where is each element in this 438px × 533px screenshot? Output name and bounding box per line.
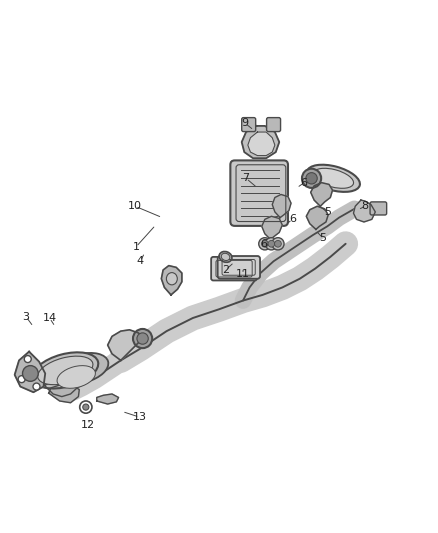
Circle shape bbox=[265, 238, 278, 250]
Circle shape bbox=[302, 169, 321, 188]
Polygon shape bbox=[97, 394, 119, 404]
Polygon shape bbox=[311, 183, 332, 206]
Circle shape bbox=[306, 173, 317, 184]
Polygon shape bbox=[306, 206, 328, 229]
Text: 2: 2 bbox=[222, 265, 229, 275]
Text: 4: 4 bbox=[137, 256, 144, 266]
Circle shape bbox=[272, 238, 284, 250]
Polygon shape bbox=[242, 126, 279, 158]
FancyBboxPatch shape bbox=[218, 256, 260, 279]
Text: 5: 5 bbox=[324, 207, 331, 217]
Circle shape bbox=[33, 383, 40, 390]
Polygon shape bbox=[161, 265, 182, 295]
Ellipse shape bbox=[221, 253, 230, 261]
Ellipse shape bbox=[38, 356, 93, 385]
Ellipse shape bbox=[32, 352, 98, 389]
FancyBboxPatch shape bbox=[242, 118, 256, 132]
Circle shape bbox=[268, 240, 275, 247]
FancyBboxPatch shape bbox=[211, 257, 257, 280]
Text: 6: 6 bbox=[289, 214, 296, 224]
Circle shape bbox=[18, 376, 25, 383]
Polygon shape bbox=[108, 330, 144, 360]
Circle shape bbox=[22, 366, 38, 381]
Polygon shape bbox=[262, 216, 283, 239]
Text: 13: 13 bbox=[133, 412, 147, 422]
Circle shape bbox=[133, 329, 152, 348]
FancyBboxPatch shape bbox=[267, 118, 281, 132]
Ellipse shape bbox=[219, 252, 232, 262]
Ellipse shape bbox=[57, 353, 108, 384]
Polygon shape bbox=[14, 352, 45, 392]
Polygon shape bbox=[353, 200, 375, 222]
Text: 8: 8 bbox=[362, 201, 369, 211]
Text: 11: 11 bbox=[236, 269, 250, 279]
Circle shape bbox=[259, 238, 271, 250]
Text: 3: 3 bbox=[22, 312, 29, 322]
Text: 6: 6 bbox=[300, 177, 307, 188]
Ellipse shape bbox=[313, 168, 353, 188]
Circle shape bbox=[137, 333, 148, 344]
Ellipse shape bbox=[307, 165, 360, 192]
FancyBboxPatch shape bbox=[370, 202, 387, 215]
Polygon shape bbox=[44, 379, 77, 397]
Circle shape bbox=[275, 240, 281, 247]
Text: 1: 1 bbox=[133, 242, 140, 252]
Circle shape bbox=[83, 404, 89, 410]
Text: 7: 7 bbox=[243, 173, 250, 183]
Polygon shape bbox=[272, 195, 291, 217]
Text: 12: 12 bbox=[81, 419, 95, 430]
Ellipse shape bbox=[166, 272, 177, 285]
Polygon shape bbox=[248, 132, 275, 156]
Ellipse shape bbox=[57, 366, 95, 388]
Circle shape bbox=[24, 356, 31, 362]
Circle shape bbox=[261, 240, 268, 247]
FancyBboxPatch shape bbox=[230, 160, 288, 226]
Text: 9: 9 bbox=[242, 118, 249, 128]
Circle shape bbox=[80, 401, 92, 413]
Text: 10: 10 bbox=[128, 201, 142, 211]
Text: 5: 5 bbox=[319, 233, 326, 243]
Polygon shape bbox=[49, 384, 79, 403]
Text: 14: 14 bbox=[42, 313, 57, 323]
Text: 6: 6 bbox=[260, 239, 267, 249]
